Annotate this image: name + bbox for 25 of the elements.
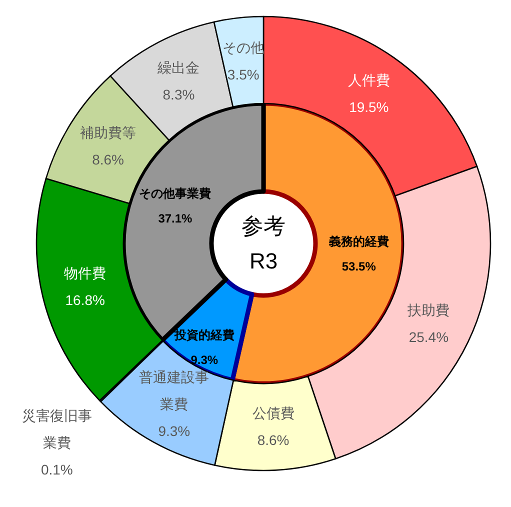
text: 参考	[242, 214, 286, 238]
slice-label: 公債費	[252, 405, 294, 422]
slice-label: 義務的経費	[328, 234, 389, 249]
data-label: 37.1%	[158, 211, 193, 226]
data-label: 16.8%	[65, 292, 105, 308]
data-label: 8.3%	[162, 86, 195, 102]
data-label: 9.3%	[190, 353, 218, 368]
data-label: 8.6%	[92, 151, 124, 168]
data-label: 0.1%	[40, 462, 73, 478]
slice-label: 扶助費	[406, 302, 450, 318]
slice-label: 物件費	[64, 265, 106, 282]
slice-label: 繰出金	[156, 59, 200, 76]
data-label: 8.6%	[257, 432, 290, 448]
data-label: 19.5%	[349, 98, 389, 115]
slice-label: その他事業費	[139, 186, 212, 200]
slice-label: 災害復旧事業費	[22, 408, 92, 451]
data-label: 9.3%	[158, 422, 190, 439]
data-label: 25.4%	[408, 328, 449, 345]
text: R3	[249, 248, 278, 274]
slice-label: 投資的経費	[173, 328, 234, 342]
data-label: 3.5%	[227, 66, 260, 83]
slice-label: 人件費	[348, 72, 390, 88]
data-label: 53.5%	[342, 260, 376, 274]
slice-label: 普通建設事業費	[139, 368, 210, 412]
slice-label: 補助費等	[80, 124, 136, 140]
